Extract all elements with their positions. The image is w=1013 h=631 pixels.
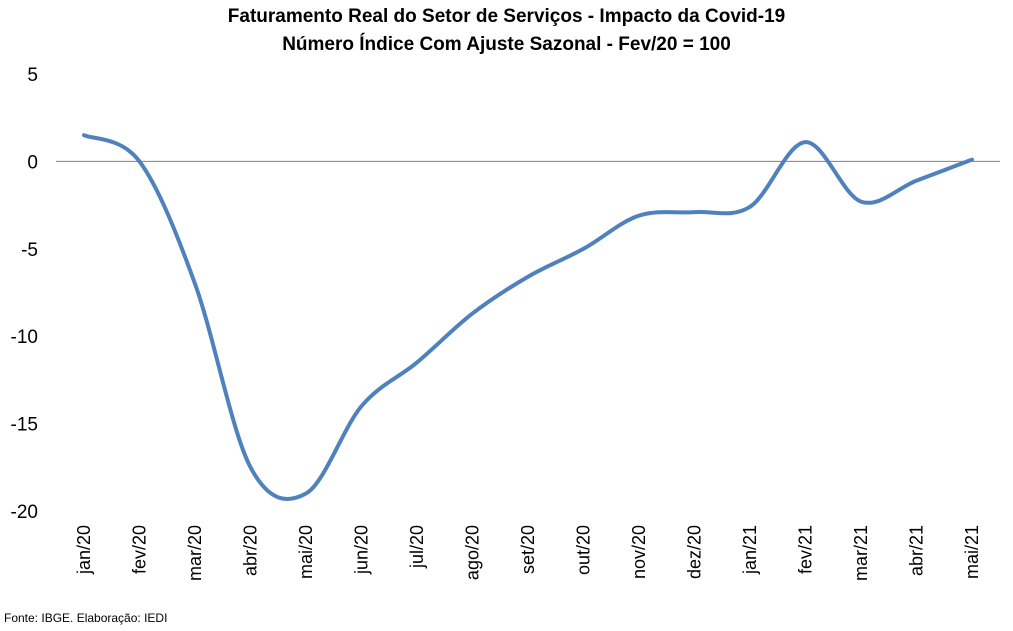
- data-point: [693, 210, 697, 214]
- data-point: [471, 311, 475, 315]
- chart-subtitle: Número Índice Com Ajuste Sazonal - Fev/2…: [282, 34, 731, 55]
- y-tick-label: 0: [27, 152, 38, 173]
- x-tick-label: jan/21: [740, 525, 760, 575]
- x-tick-label: fev/21: [796, 525, 816, 574]
- x-tick-label: jul/20: [407, 525, 427, 569]
- x-tick-label: mar/20: [185, 525, 205, 581]
- x-tick-label: mar/21: [851, 525, 871, 581]
- data-point: [804, 140, 808, 144]
- x-tick-label: ago/20: [463, 525, 483, 580]
- data-point: [193, 282, 197, 286]
- data-point: [360, 404, 364, 408]
- data-point: [249, 465, 253, 469]
- x-tick-label: nov/20: [629, 525, 649, 579]
- x-tick-label: out/20: [574, 525, 594, 575]
- y-tick-label: -10: [11, 327, 38, 348]
- x-tick-label: abr/21: [907, 525, 927, 576]
- series-line: [82, 133, 974, 502]
- chart-title: Faturamento Real do Setor de Serviços - …: [227, 6, 786, 27]
- x-tick-label: set/20: [518, 525, 538, 574]
- y-tick-label: -15: [11, 415, 38, 436]
- x-tick-label: dez/20: [685, 525, 705, 579]
- source-note: Fonte: IBGE. Elaboração: IEDI: [4, 611, 168, 625]
- data-point: [415, 360, 419, 364]
- data-point: [859, 200, 863, 204]
- x-tick-label: jun/20: [352, 525, 372, 575]
- x-tick-label: mai/21: [962, 525, 982, 579]
- data-point: [138, 159, 142, 163]
- data-point: [582, 247, 586, 251]
- x-tick-label: abr/20: [241, 525, 261, 576]
- x-tick-label: mai/20: [296, 525, 316, 579]
- data-point: [915, 179, 919, 183]
- data-point: [637, 214, 641, 218]
- data-point: [304, 492, 308, 496]
- x-tick-label: jan/20: [74, 525, 94, 575]
- x-tick-label: fev/20: [130, 525, 150, 574]
- data-point: [82, 133, 86, 137]
- y-tick-label: 5: [27, 65, 38, 86]
- data-point: [748, 205, 752, 209]
- data-point: [526, 275, 530, 279]
- data-point: [970, 158, 974, 162]
- y-tick-label: -20: [11, 502, 38, 523]
- y-tick-label: -5: [21, 240, 38, 261]
